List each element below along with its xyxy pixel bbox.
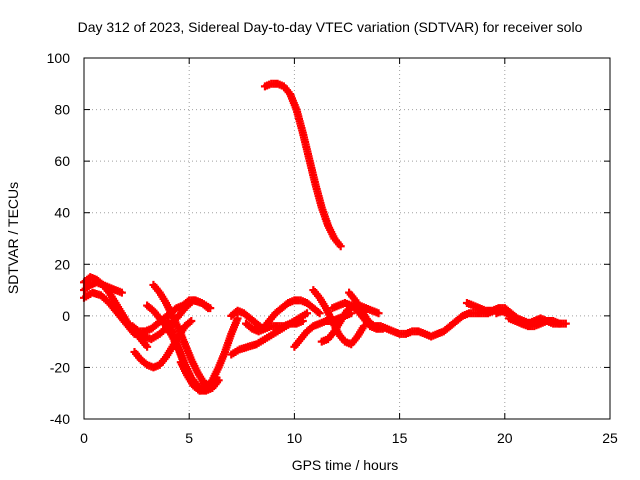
series-arc-20 xyxy=(345,288,455,341)
chart-title: Day 312 of 2023, Sidereal Day-to-day VTE… xyxy=(78,19,583,35)
data-point xyxy=(303,309,312,318)
data-point xyxy=(298,317,307,326)
data-point xyxy=(117,288,126,297)
series-arc-14 xyxy=(258,296,324,333)
series-arc-15 xyxy=(260,79,345,251)
x-tick-label: 0 xyxy=(80,430,88,446)
data-point xyxy=(143,342,152,351)
data-point xyxy=(315,309,324,318)
y-tick-label: 40 xyxy=(54,205,70,221)
y-axis-label: SDTVAR / TECUs xyxy=(5,182,21,294)
y-tick-label: 20 xyxy=(54,256,70,272)
y-tick-label: 60 xyxy=(54,153,70,169)
x-axis-label: GPS time / hours xyxy=(292,457,399,473)
series-arc-10 xyxy=(176,314,242,395)
y-tick-label: -20 xyxy=(50,359,70,375)
x-tick-label: 5 xyxy=(185,430,193,446)
data-point xyxy=(187,317,196,326)
y-tick-label: 100 xyxy=(47,50,71,66)
series-arc-11 xyxy=(227,306,267,333)
tick-labels: 0 5 10 15 20 25 -40 -20 0 20 40 60 80 100 xyxy=(47,50,618,446)
x-tick-label: 20 xyxy=(497,430,513,446)
data-point xyxy=(336,242,345,251)
data-point xyxy=(555,319,564,328)
data-point xyxy=(374,309,383,318)
data-points xyxy=(80,79,570,395)
series-arc-17 xyxy=(309,286,368,349)
x-tick-label: 25 xyxy=(602,430,618,446)
x-tick-label: 15 xyxy=(392,430,408,446)
y-tick-label: -40 xyxy=(50,411,70,427)
y-tick-label: 0 xyxy=(62,308,70,324)
x-tick-label: 10 xyxy=(287,430,303,446)
plot-frame xyxy=(83,57,611,420)
series-arc-13 xyxy=(242,317,307,336)
y-tick-label: 80 xyxy=(54,102,70,118)
data-point xyxy=(233,314,242,323)
series-arc-24 xyxy=(505,314,564,328)
data-point xyxy=(206,304,215,313)
